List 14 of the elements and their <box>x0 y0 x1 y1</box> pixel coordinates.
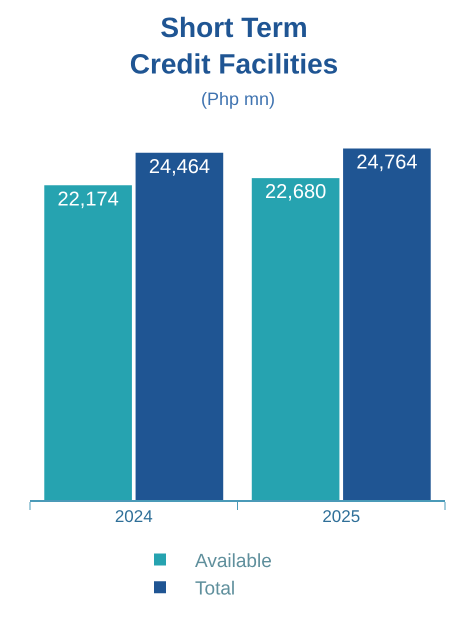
data-label: 22,680 <box>265 181 326 204</box>
bar <box>44 185 132 500</box>
data-label: 22,174 <box>58 188 119 210</box>
bar <box>343 148 431 500</box>
data-label: 24,464 <box>148 156 210 178</box>
x-tick-label: 2025 <box>322 507 360 526</box>
bar <box>136 152 224 500</box>
chart-subtitle: (Php mn) <box>201 89 276 109</box>
legend-label: Total <box>195 578 236 600</box>
x-tick-label: 2024 <box>114 507 153 526</box>
bar <box>252 178 340 500</box>
chart-title: Short Term Credit Facilities <box>130 12 338 80</box>
legend-label: Available <box>195 550 272 572</box>
data-label: 24,764 <box>356 152 418 174</box>
